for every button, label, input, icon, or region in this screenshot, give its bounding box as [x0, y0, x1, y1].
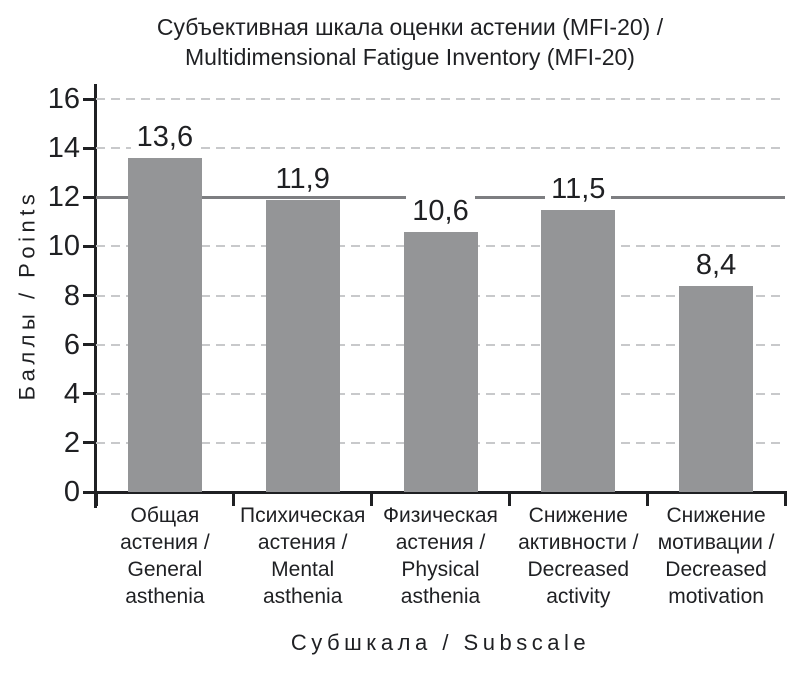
plot-area: 13,6 11,9 10,6 11,5 8,4: [96, 98, 785, 492]
y-tick-mark: [83, 146, 96, 150]
bar: [541, 209, 616, 492]
bar-value-text: 11,9: [269, 162, 336, 195]
bar-value-label: 11,9: [234, 162, 372, 196]
y-tick-mark: [83, 441, 96, 445]
x-tick-mark: [645, 492, 649, 506]
y-tick-mark: [83, 244, 96, 248]
chart-title-line-1: Субъективная шкала оценки астении (MFI-2…: [156, 14, 664, 40]
y-tick-mark: [83, 294, 96, 297]
y-tick-label: 10: [47, 230, 80, 263]
y-tick-label: 0: [63, 476, 80, 508]
bar-value-text: 11,5: [545, 172, 612, 205]
bar: [127, 157, 202, 492]
grid-line: [96, 98, 785, 100]
y-tick-label: 2: [63, 426, 80, 459]
chart-title: Субъективная шкала оценки астении (MFI-2…: [60, 12, 760, 72]
bar-value-label: 11,5: [509, 172, 647, 206]
y-tick-label: 4: [63, 377, 80, 410]
bar-value-text: 13,6: [130, 120, 200, 153]
y-tick-label: 16: [47, 83, 80, 115]
category-label: Физическая астения / Physical asthenia: [383, 504, 498, 608]
y-tick-mark: [83, 343, 96, 347]
y-tick-mark: [83, 490, 96, 494]
x-tick-mark: [783, 492, 787, 506]
bar: [265, 199, 340, 492]
x-axis-line: [94, 491, 787, 494]
y-tick-mark: [83, 195, 96, 199]
bar-value-text: 8,4: [689, 248, 743, 281]
y-tick-label: 6: [63, 328, 80, 361]
y-tick-label: 8: [63, 279, 80, 312]
y-tick-mark: [83, 392, 96, 396]
x-axis-title: Субшкала / Subscale: [290, 630, 591, 655]
bar-value-label: 10,6: [372, 194, 510, 228]
x-tick-mark: [94, 492, 98, 506]
bar-value-text: 10,6: [406, 194, 475, 227]
x-tick-mark: [507, 492, 511, 506]
grid-line: [96, 147, 785, 150]
chart-title-line-2: Multidimensional Fatigue Inventory (MFI-…: [185, 44, 635, 70]
bar-value-label: 8,4: [647, 248, 785, 282]
category-label: Снижение активности / Decreased activity: [518, 504, 639, 608]
category-label: Снижение мотивации / Decreased motivatio…: [657, 504, 775, 608]
bar: [403, 231, 478, 492]
y-tick-label: 14: [47, 132, 80, 165]
y-tick-label: 12: [47, 181, 80, 214]
y-tick-mark: [83, 97, 96, 101]
bar-value-label: 13,6: [96, 120, 234, 154]
x-tick-mark: [370, 492, 374, 506]
category-label: Общая астения / General asthenia: [120, 504, 210, 608]
bar: [679, 285, 754, 492]
category-label: Психическая астения / Mental asthenia: [240, 504, 366, 608]
x-tick-mark: [232, 492, 236, 506]
